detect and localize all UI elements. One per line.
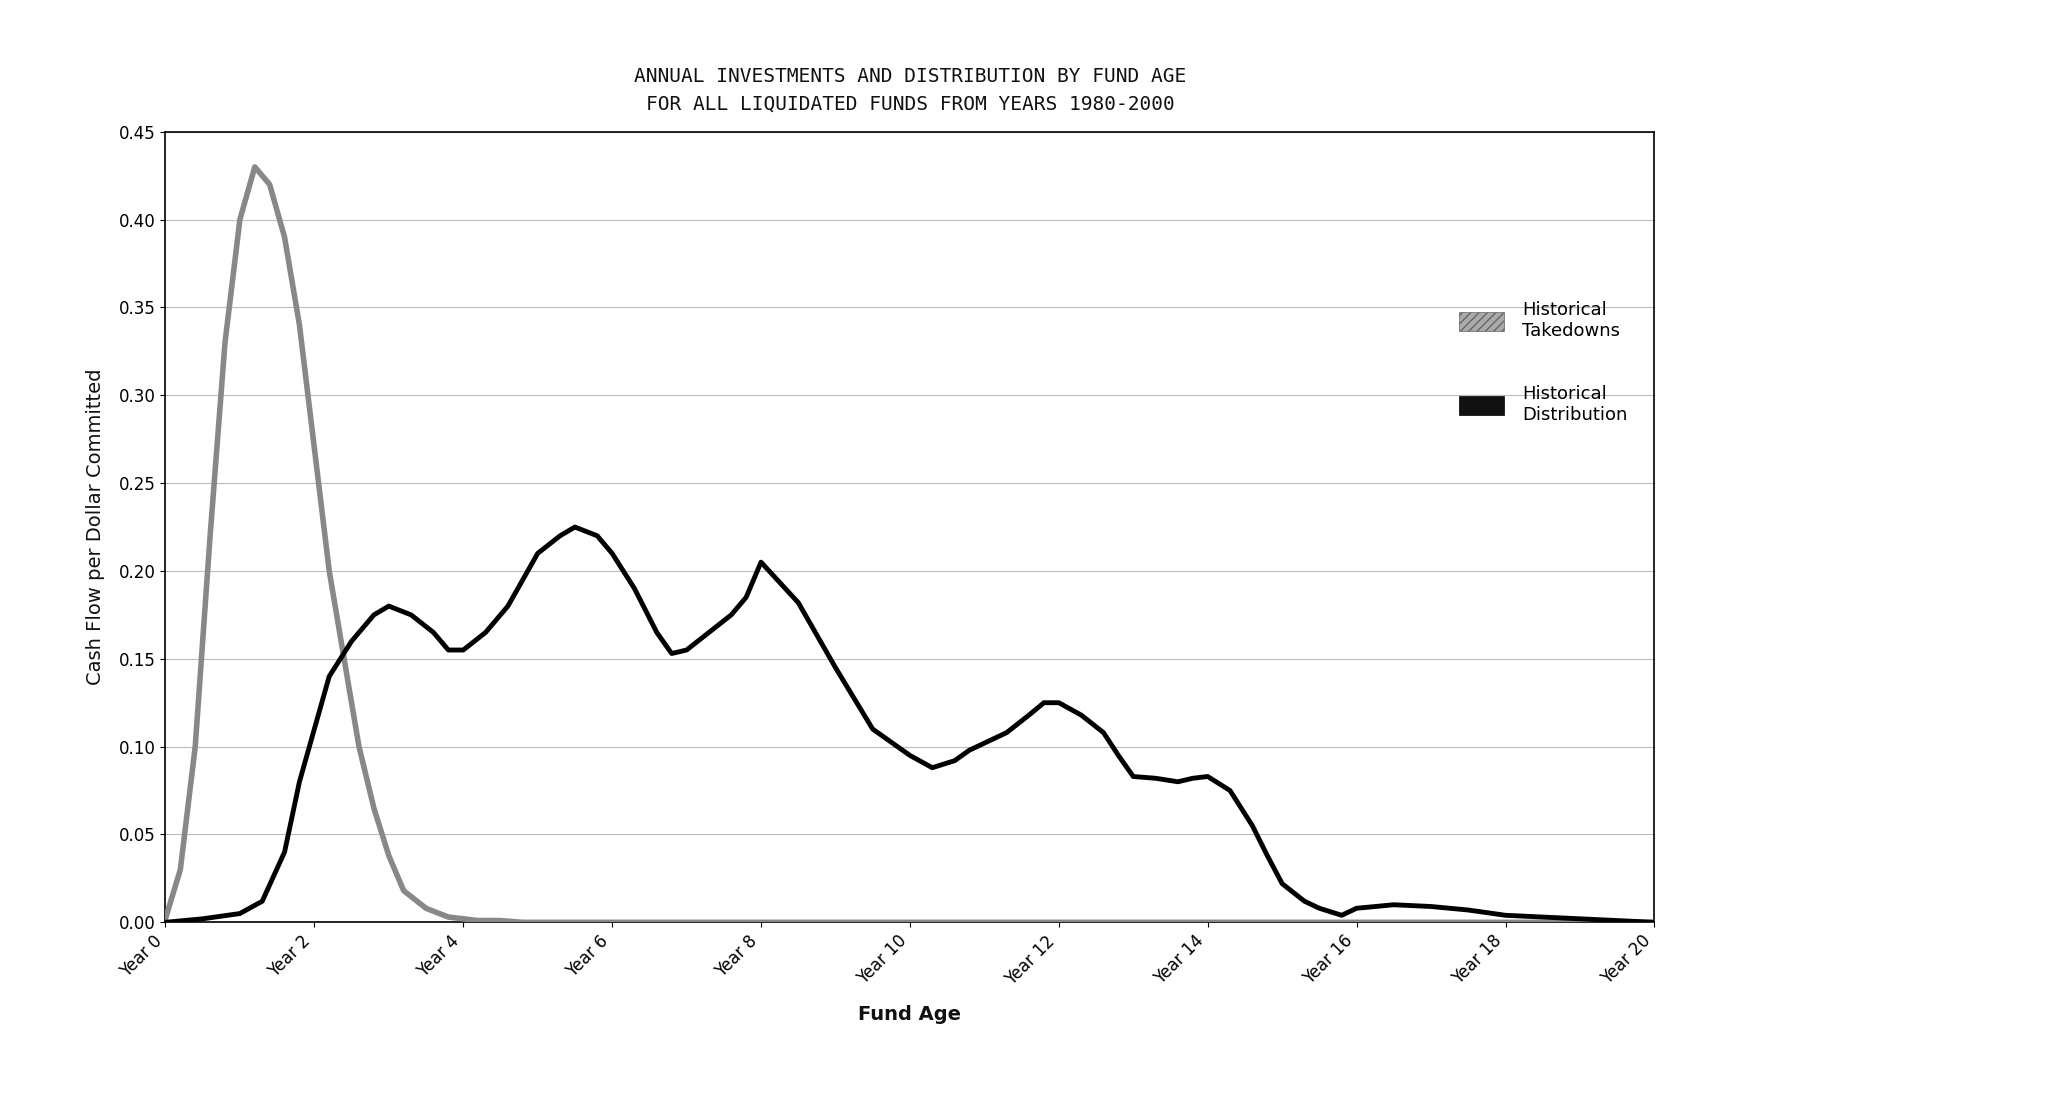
Legend: Historical
Takedowns, Historical
Distribution: Historical Takedowns, Historical Distrib… (1441, 283, 1646, 441)
X-axis label: Fund Age: Fund Age (858, 1005, 962, 1024)
Title: ANNUAL INVESTMENTS AND DISTRIBUTION BY FUND AGE
FOR ALL LIQUIDATED FUNDS FROM YE: ANNUAL INVESTMENTS AND DISTRIBUTION BY F… (633, 67, 1187, 113)
Y-axis label: Cash Flow per Dollar Committed: Cash Flow per Dollar Committed (87, 369, 105, 685)
